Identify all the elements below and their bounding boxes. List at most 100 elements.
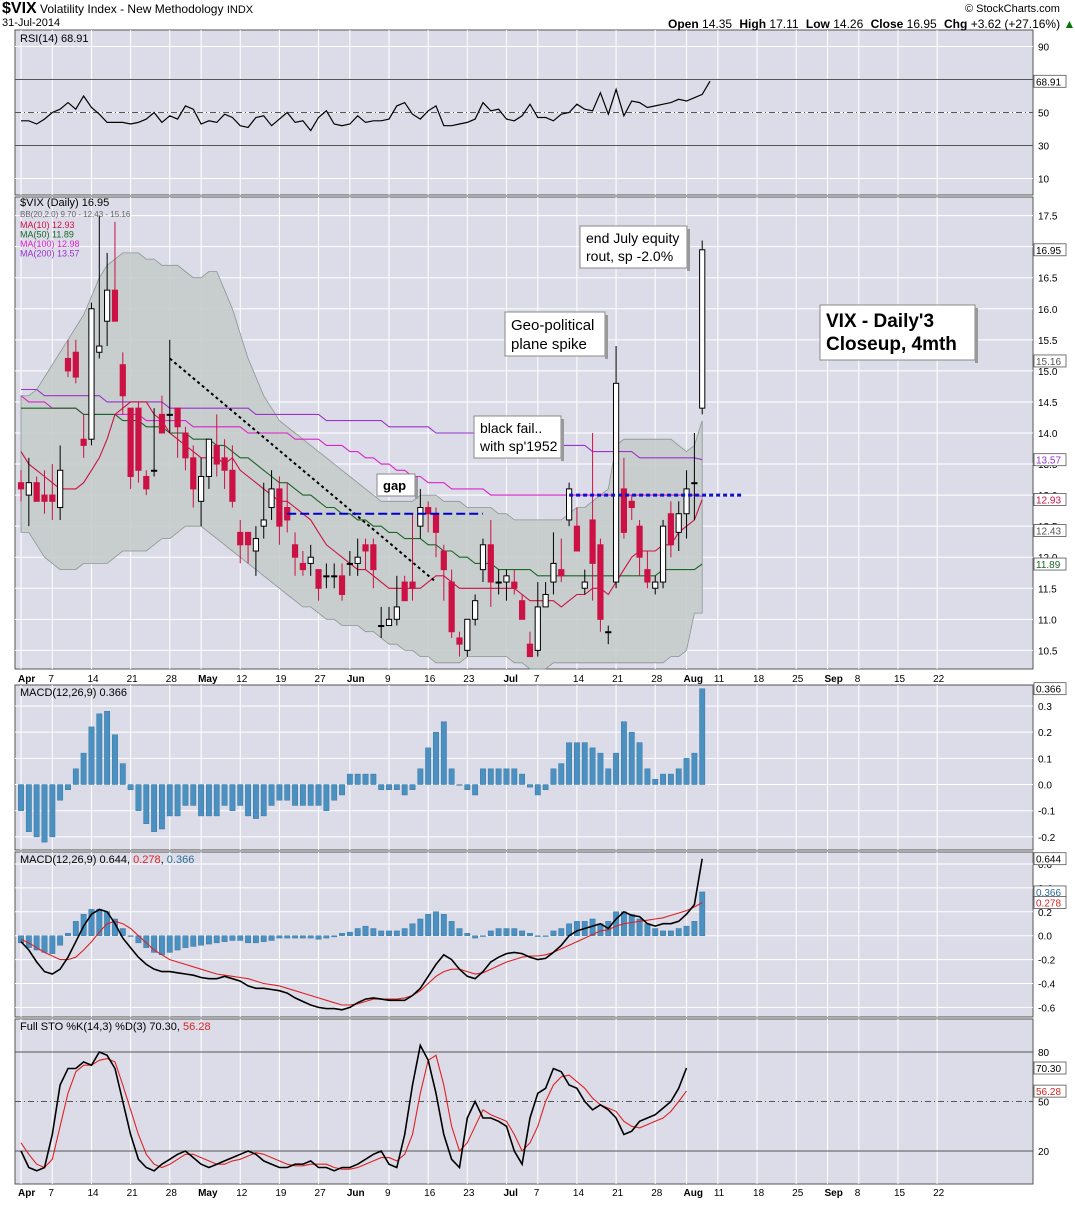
candle-body — [425, 507, 432, 515]
sto-legend: Full STO %K(14,3) %D(3) 70.30, 56.28 — [20, 1021, 211, 1033]
macd-inline-hist-bar — [409, 923, 416, 936]
candle-body — [487, 544, 494, 583]
sto-k-value: 70.30 — [1036, 1064, 1061, 1075]
macd-inline-hist-bar — [667, 930, 674, 936]
price-xtick-7: 19 — [275, 674, 287, 685]
macd-inline-hist-bar — [550, 930, 557, 936]
price-xtick-3: 21 — [127, 674, 139, 685]
macd-hist-bar — [57, 784, 64, 801]
macd-hist-bar — [229, 784, 236, 811]
macd-inline-hist-bar — [65, 933, 71, 936]
price-xtick-5: May — [198, 674, 218, 685]
macd-inline-hist-bar — [574, 921, 580, 936]
macd-ytick-5: -0.4 — [1038, 980, 1056, 991]
price-xtick-14: 7 — [534, 674, 540, 685]
macd-inline-hist-bar — [527, 933, 533, 936]
macd-hist-bar — [511, 768, 518, 785]
macd-hist-bar — [323, 784, 330, 811]
macd-inline-hist-bar — [699, 891, 706, 936]
macd-inline-hist-bar — [190, 935, 197, 947]
price-xtick-19: 11 — [714, 674, 725, 685]
sto-xtick-21: 25 — [792, 1188, 804, 1199]
macd-hist-bar — [127, 784, 134, 790]
rsi-ytick-1: 50 — [1038, 109, 1050, 120]
macd-hist-bar — [448, 768, 455, 785]
macd-inline-hist-bar — [675, 928, 682, 936]
macd-inline-hist-bar — [652, 928, 659, 936]
macd-hist-bar — [252, 784, 259, 819]
candle-body — [385, 618, 393, 627]
macd-inline-hist-bar — [558, 928, 565, 936]
macd-inline-hist-bar — [354, 928, 361, 936]
macd-signal-value: 0.278 — [1036, 898, 1061, 909]
candle-body — [338, 575, 346, 595]
macd-inline-hist-bar — [315, 935, 322, 940]
macd-hist-bar — [472, 784, 479, 796]
price-xtick-8: 27 — [315, 674, 327, 685]
macd-inline-hist-bar — [495, 928, 502, 936]
ma50-line — [21, 407, 703, 577]
price-last-value: 16.95 — [1036, 246, 1061, 257]
candle-body — [636, 525, 643, 558]
macd-hist-bar — [151, 784, 158, 832]
macd-inline-hist-bar — [213, 935, 220, 944]
sto-xtick-2: 14 — [87, 1188, 99, 1199]
macd-hist-bar — [65, 784, 71, 790]
macd-inline-hist-bar — [206, 935, 212, 945]
bb-upper-value: 15.16 — [1036, 357, 1061, 368]
macd-last-value: 0.644 — [1036, 855, 1061, 866]
sto-k-line — [20, 1043, 688, 1172]
macdh-ytick-1: 0.2 — [1038, 728, 1052, 739]
macd-legend-part-1: 0.278 — [133, 854, 161, 866]
macd-hist-bar — [25, 784, 32, 832]
macd-hist-bar — [417, 768, 424, 785]
candle-body — [683, 488, 690, 515]
macd-inline-hist-bar — [276, 935, 283, 939]
sto-xtick-10: 9 — [385, 1188, 391, 1199]
macd-hist-bar — [370, 773, 377, 785]
candle-body — [197, 475, 205, 502]
macd-line — [20, 858, 703, 1011]
macd-inline-hist-bar — [362, 925, 369, 936]
candle-body — [620, 488, 628, 533]
rsi-last-value-box — [1033, 74, 1067, 88]
sto-xtick-3: 21 — [127, 1188, 139, 1199]
macd-hist-bar — [307, 784, 314, 806]
macd-inline-hist-bar — [393, 930, 400, 936]
macd-last-value-box — [1033, 852, 1067, 866]
macd-hist-bar — [284, 784, 291, 801]
candle-body — [409, 581, 416, 589]
rsi-last-value: 68.91 — [1036, 77, 1061, 88]
candle-body — [119, 364, 126, 397]
macd-inline-hist-bar — [198, 935, 204, 946]
macd-hist-panel — [14, 684, 1034, 851]
macd-inline-hist-bar — [433, 911, 439, 936]
chart-title: $VIX Volatility Index - New Methodology … — [2, 0, 253, 18]
candle-body — [659, 525, 667, 583]
annotation-geo-political-line-1: plane spike — [511, 336, 587, 353]
price-xtick-11: 16 — [424, 674, 436, 685]
price-xtick-18: Aug — [684, 674, 703, 685]
macd-hist-bar — [80, 752, 87, 785]
open-label: Open — [668, 17, 699, 31]
candle-body — [276, 488, 283, 527]
change-up-arrow-icon: ▲ — [1063, 17, 1075, 31]
macd-hist-bar — [386, 784, 392, 790]
sto-xtick-25: 22 — [933, 1188, 945, 1199]
macd-inline-hist-bar — [292, 935, 298, 939]
macd-inline-hist-bar — [480, 935, 486, 937]
macd-inline-hist-bar — [370, 928, 377, 936]
candle-body — [581, 581, 588, 589]
macd-inline-hist-bar — [472, 935, 479, 939]
sto-xtick-4: 28 — [166, 1188, 178, 1199]
bollinger-band — [20, 252, 703, 670]
candle-body — [464, 618, 471, 651]
macd-hist-bar — [566, 742, 573, 785]
sto-ytick-0: 80 — [1038, 1048, 1050, 1059]
candle-body — [57, 469, 64, 509]
macd-legend-part-0: MACD(12,26,9) 0.644, — [20, 854, 133, 866]
annotation-geo-political-line-0: Geo-political — [511, 317, 594, 334]
macd-hist-bar — [237, 784, 244, 806]
macd-inline-hist-bar — [41, 935, 48, 953]
sto-xtick-8: 27 — [315, 1188, 327, 1199]
